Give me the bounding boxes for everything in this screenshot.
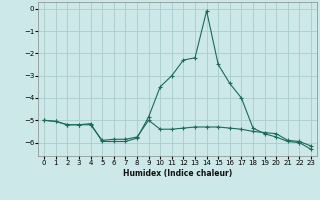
X-axis label: Humidex (Indice chaleur): Humidex (Indice chaleur) xyxy=(123,169,232,178)
